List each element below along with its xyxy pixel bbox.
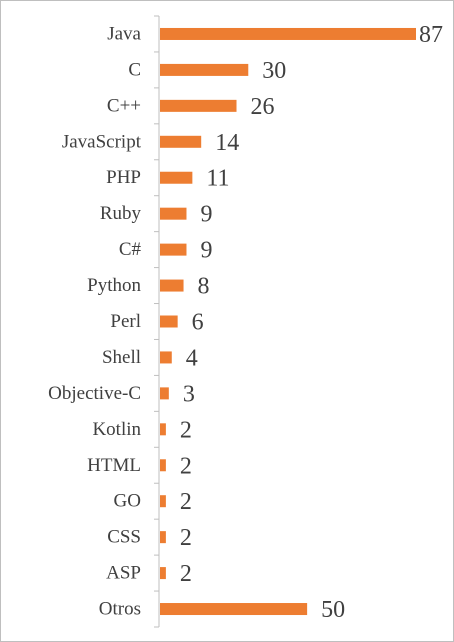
bar-csharp (160, 243, 187, 256)
category-label-kotlin: Kotlin (92, 419, 141, 440)
value-label-shell: 4 (186, 345, 198, 371)
value-label-java: 87 (419, 22, 443, 48)
value-label-csharp: 9 (200, 238, 212, 264)
value-label-go: 2 (180, 489, 192, 515)
category-label-java: Java (107, 23, 141, 44)
bar-shell (160, 351, 172, 364)
value-label-css: 2 (180, 525, 192, 551)
value-label-php: 11 (206, 166, 229, 192)
bar-kotlin (160, 423, 166, 436)
bar-css (160, 531, 166, 544)
bars (160, 27, 416, 616)
value-label-ruby: 9 (200, 202, 212, 228)
value-label-kotlin: 2 (180, 417, 192, 443)
y-axis-ticks (154, 15, 159, 628)
bar-cplusplus (160, 99, 237, 112)
bar-html (160, 459, 166, 472)
category-label-cplusplus: C++ (107, 95, 141, 116)
value-label-c: 30 (262, 58, 286, 84)
category-label-otros: Otros (99, 599, 141, 620)
value-label-javascript: 14 (215, 130, 239, 156)
bar-objective-c (160, 387, 169, 400)
value-label-python: 8 (198, 274, 210, 300)
bar-perl (160, 315, 178, 328)
category-label-python: Python (87, 275, 141, 296)
bar-javascript (160, 135, 202, 148)
category-label-objective-c: Objective-C (48, 383, 141, 404)
category-label-javascript: JavaScript (62, 131, 142, 152)
bar-java (160, 27, 416, 40)
value-label-perl: 6 (192, 310, 204, 336)
bar-go (160, 495, 166, 508)
category-label-php: PHP (106, 167, 141, 188)
value-label-cplusplus: 26 (251, 94, 275, 120)
category-label-c: C (128, 59, 141, 80)
value-label-otros: 50 (321, 597, 345, 623)
bar-asp (160, 567, 166, 580)
bar-php (160, 171, 193, 184)
category-label-ruby: Ruby (100, 203, 142, 224)
bar-otros (160, 603, 308, 616)
bar-c (160, 63, 249, 76)
category-labels: Java C C++ JavaScript PHP Ruby C# Python Perl She… (48, 23, 142, 619)
category-label-shell: Shell (102, 347, 141, 368)
value-label-objective-c: 3 (183, 381, 195, 407)
category-label-perl: Perl (110, 311, 141, 332)
category-label-css: CSS (107, 527, 141, 548)
category-label-asp: ASP (106, 563, 141, 584)
bar-python (160, 279, 184, 292)
value-label-asp: 2 (180, 561, 192, 587)
value-label-html: 2 (180, 453, 192, 479)
category-label-go: GO (114, 491, 141, 512)
category-label-html: HTML (87, 455, 141, 476)
value-labels: 87 30 26 14 11 9 9 8 6 4 3 2 2 2 2 2 50 (180, 22, 443, 623)
category-label-csharp: C# (119, 239, 142, 260)
bar-ruby (160, 207, 187, 220)
